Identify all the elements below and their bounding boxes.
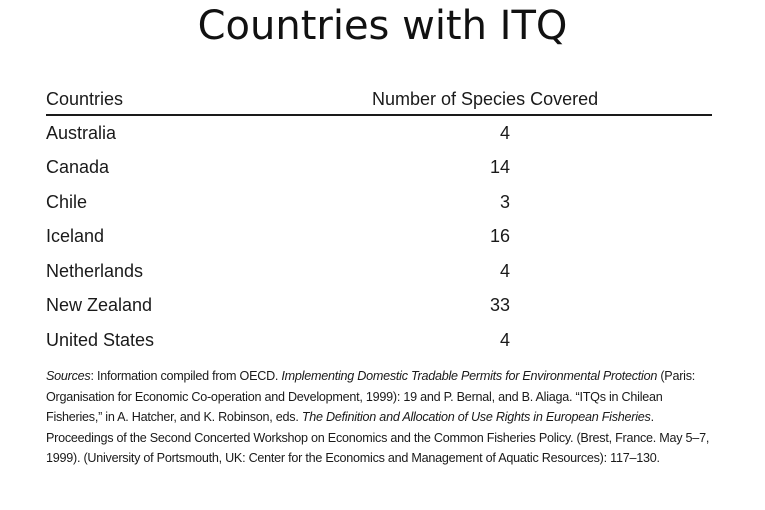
country-cell: United States	[46, 329, 155, 350]
sources-note: Sources: Information compiled from OECD.…	[46, 366, 716, 469]
sources-text-2: (Paris: Organisation for Economic Co-ope…	[46, 369, 695, 425]
sources-title-1: Implementing Domestic Tradable Permits f…	[281, 369, 658, 383]
sources-text-3: . Proceedings of the Second Concerted Wo…	[46, 410, 710, 466]
country-cell: Australia	[46, 122, 117, 143]
sources-title-2: The Definition and Allocation of Use Rig…	[301, 410, 651, 425]
species-count-cell: 4	[499, 260, 510, 281]
header-countries: Countries	[46, 84, 366, 116]
table-row: Canada 14	[46, 151, 712, 186]
species-count-cell: 16	[489, 226, 510, 247]
slide-title: Countries with ITQ	[197, 3, 568, 49]
species-count-cell: 33	[489, 295, 510, 316]
sources-label: Sources	[46, 369, 91, 383]
table-row: Chile 3	[46, 185, 712, 220]
species-count-cell: 4	[499, 122, 510, 143]
country-cell: Netherlands	[46, 260, 144, 281]
table-row: New Zealand 33	[46, 289, 712, 324]
species-count-cell: 4	[499, 329, 510, 350]
header-species-covered: Number of Species Covered	[366, 84, 712, 116]
species-count-cell: 3	[499, 191, 510, 212]
sources-text-1: : Information compiled from OECD.	[90, 369, 282, 383]
table-row: Australia 4	[46, 115, 712, 151]
country-cell: Canada	[46, 157, 110, 178]
country-cell: Chile	[46, 191, 88, 212]
itq-table: Countries Number of Species Covered Aust…	[46, 84, 712, 358]
table-row: United States 4	[46, 323, 712, 358]
country-cell: Iceland	[46, 226, 105, 247]
table-header-row: Countries Number of Species Covered	[46, 84, 712, 116]
table-row: Iceland 16	[46, 220, 712, 255]
country-cell: New Zealand	[46, 295, 153, 316]
table-row: Netherlands 4	[46, 254, 712, 289]
species-count-cell: 14	[489, 157, 510, 178]
